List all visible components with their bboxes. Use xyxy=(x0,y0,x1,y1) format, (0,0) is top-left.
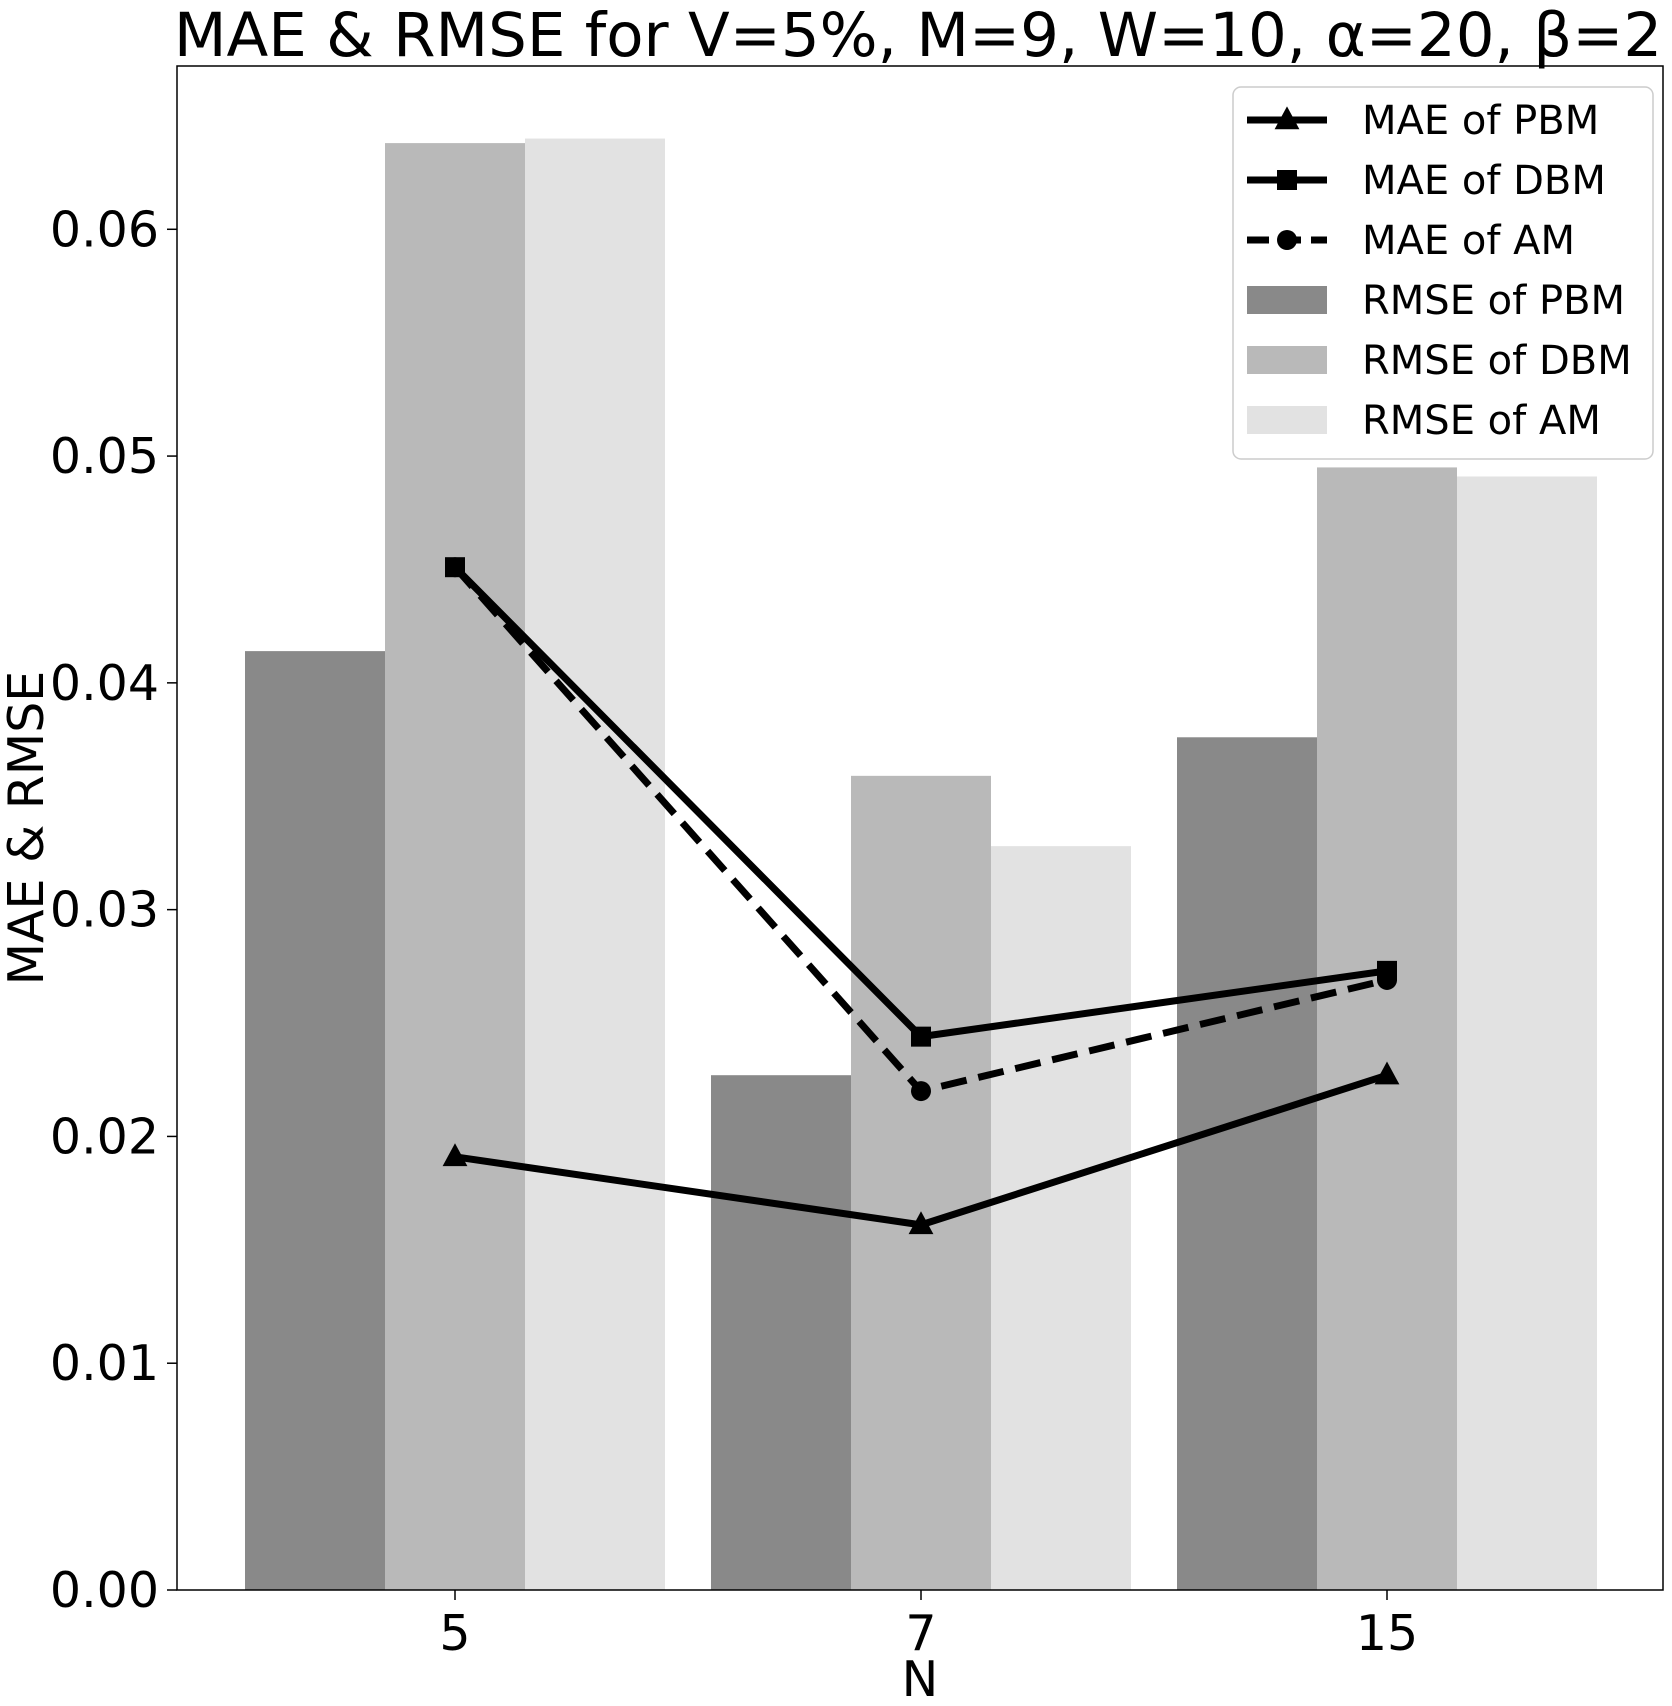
point-mae-of-pbm-n15 xyxy=(1374,1061,1400,1085)
y-tick-label: 0.01 xyxy=(50,1335,159,1392)
chart-title: MAE & RMSE for V=5%, M=9, W=10, α=20, β=… xyxy=(174,0,1662,71)
legend: MAE of PBM MAE of DBM MAE of AM RMSE of PBM… xyxy=(1232,86,1654,460)
bar-rmse-of-pbm-n5 xyxy=(245,651,385,1590)
point-mae-of-pbm-n7 xyxy=(908,1211,934,1235)
legend-marker-mae-of-pbm xyxy=(1274,106,1300,130)
legend-label-mae-of-am: MAE of AM xyxy=(1362,218,1575,264)
y-tick-label: 0.03 xyxy=(50,882,159,939)
y-axis-label: MAE & RMSE xyxy=(0,671,55,986)
point-mae-of-pbm-n5 xyxy=(442,1143,468,1167)
legend-marker-mae-of-am xyxy=(1277,230,1297,250)
legend-box xyxy=(1232,86,1654,460)
point-mae-of-am-n15 xyxy=(1377,969,1397,990)
y-tick-label: 0.05 xyxy=(50,428,159,485)
bar-rmse-of-dbm-n7 xyxy=(851,775,991,1590)
x-axis-label: N xyxy=(902,1651,939,1706)
bar-rmse-of-dbm-n15 xyxy=(1317,467,1457,1591)
bar-rmse-of-am-n15 xyxy=(1457,476,1597,1590)
point-mae-of-dbm-n7 xyxy=(911,1026,931,1047)
legend-label-mae-of-pbm: MAE of PBM xyxy=(1362,98,1599,144)
plot-frame xyxy=(176,65,1664,1591)
legend-label-rmse-of-dbm: RMSE of DBM xyxy=(1362,338,1632,384)
bar-rmse-of-dbm-n5 xyxy=(385,143,525,1590)
legend-label-mae-of-dbm: MAE of DBM xyxy=(1362,158,1606,204)
legend-label-rmse-of-pbm: RMSE of PBM xyxy=(1362,278,1625,324)
y-tick-label: 0.02 xyxy=(50,1108,159,1165)
bar-rmse-of-am-n7 xyxy=(991,846,1131,1590)
y-tick-label: 0.00 xyxy=(50,1562,159,1619)
bar-rmse-of-am-n5 xyxy=(525,138,665,1591)
legend-swatch-rmse-of-am xyxy=(1247,406,1327,434)
legend-label-rmse-of-am: RMSE of AM xyxy=(1362,398,1601,444)
bar-rmse-of-pbm-n15 xyxy=(1177,737,1317,1590)
y-tick-label: 0.06 xyxy=(50,201,159,258)
bar-rmse-of-pbm-n7 xyxy=(711,1075,851,1590)
legend-swatch-rmse-of-pbm xyxy=(1247,286,1327,314)
point-mae-of-am-n7 xyxy=(911,1081,931,1102)
x-tick-label: 5 xyxy=(439,1605,470,1662)
y-tick-label: 0.04 xyxy=(50,655,159,712)
legend-swatch-rmse-of-dbm xyxy=(1247,346,1327,374)
x-tick-label: 7 xyxy=(905,1605,936,1662)
x-tick-label: 15 xyxy=(1356,1605,1418,1662)
point-mae-of-am-n5 xyxy=(445,557,465,578)
legend-marker-mae-of-dbm xyxy=(1277,170,1297,190)
